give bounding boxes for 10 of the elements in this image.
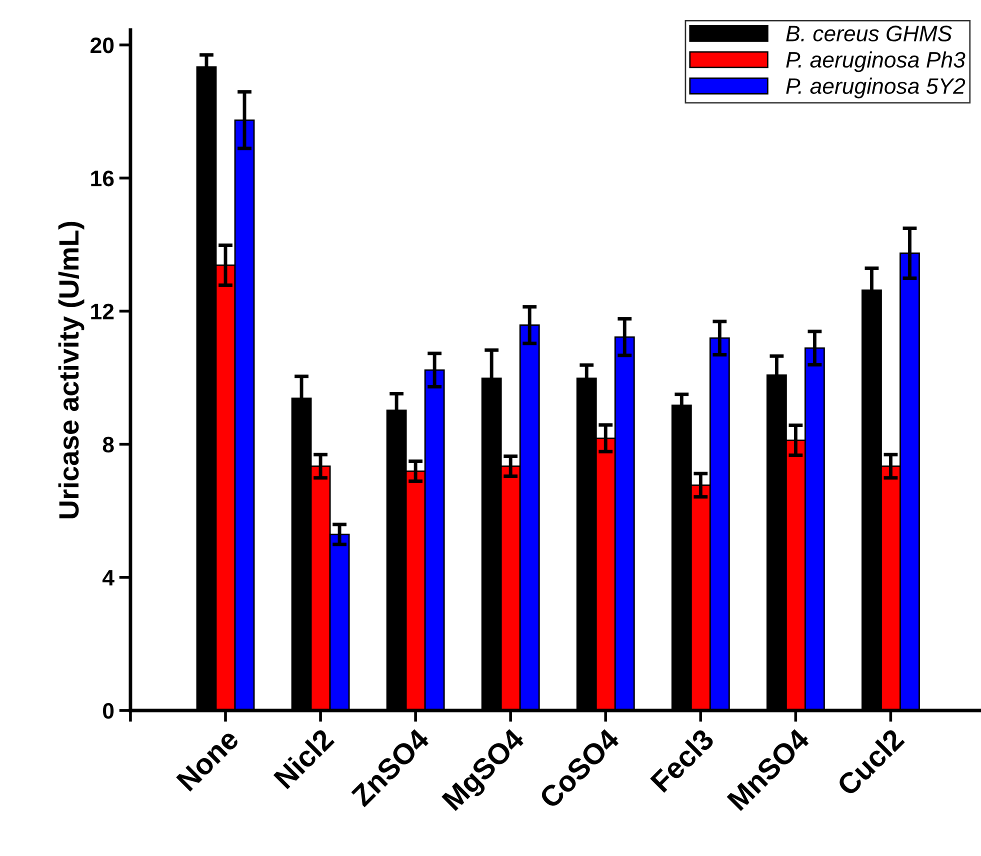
legend-label: P. aeruginosa Ph3 (786, 51, 966, 72)
y-axis-title: Uricase activity (U/mL) (58, 222, 84, 518)
y-tick-label: 16 (91, 170, 114, 186)
y-tick-label: 12 (91, 304, 114, 320)
legend-label: B. cereus GHMS (786, 26, 952, 42)
y-tick-label: 20 (90, 37, 114, 54)
legend-label: P. aeruginosa 5Y2 (786, 78, 966, 98)
y-tick-label: 8 (102, 436, 114, 453)
y-tick-label: 0 (103, 703, 114, 719)
y-tick-label: 4 (102, 570, 114, 586)
